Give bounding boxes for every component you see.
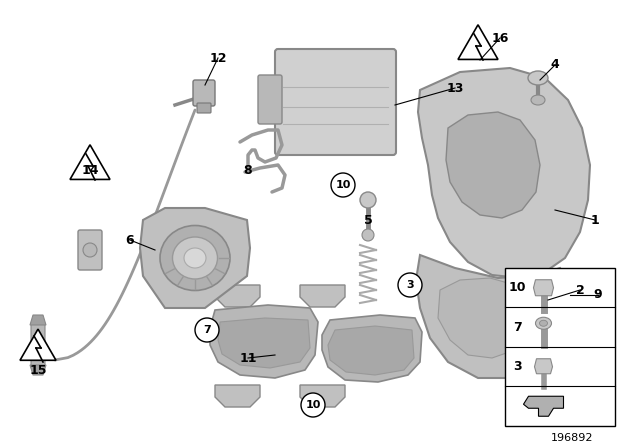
Polygon shape bbox=[300, 285, 345, 307]
Circle shape bbox=[331, 173, 355, 197]
Polygon shape bbox=[20, 329, 56, 360]
Text: 10: 10 bbox=[305, 400, 321, 410]
Polygon shape bbox=[210, 305, 318, 378]
FancyBboxPatch shape bbox=[197, 103, 211, 113]
Ellipse shape bbox=[531, 95, 545, 105]
Circle shape bbox=[360, 192, 376, 208]
Ellipse shape bbox=[160, 225, 230, 290]
Polygon shape bbox=[30, 315, 46, 325]
Polygon shape bbox=[534, 359, 552, 374]
Circle shape bbox=[398, 273, 422, 297]
Text: 11: 11 bbox=[239, 352, 257, 365]
Ellipse shape bbox=[184, 248, 206, 268]
Polygon shape bbox=[215, 285, 260, 307]
Circle shape bbox=[301, 393, 325, 417]
Text: 16: 16 bbox=[492, 31, 509, 44]
Ellipse shape bbox=[552, 270, 607, 320]
FancyBboxPatch shape bbox=[505, 268, 615, 426]
Text: 196892: 196892 bbox=[551, 433, 593, 443]
Ellipse shape bbox=[540, 320, 547, 326]
Text: 5: 5 bbox=[364, 214, 372, 227]
Text: 10: 10 bbox=[335, 180, 351, 190]
Ellipse shape bbox=[83, 243, 97, 257]
Polygon shape bbox=[458, 25, 498, 60]
Text: 9: 9 bbox=[594, 289, 602, 302]
Polygon shape bbox=[218, 318, 310, 368]
Polygon shape bbox=[328, 326, 414, 375]
Ellipse shape bbox=[569, 285, 591, 305]
Polygon shape bbox=[30, 365, 46, 375]
Polygon shape bbox=[438, 278, 528, 358]
Ellipse shape bbox=[528, 71, 548, 85]
FancyBboxPatch shape bbox=[31, 324, 45, 366]
Text: 13: 13 bbox=[446, 82, 464, 95]
Text: 15: 15 bbox=[29, 363, 47, 376]
Ellipse shape bbox=[536, 317, 552, 329]
FancyBboxPatch shape bbox=[275, 49, 396, 155]
Text: 3: 3 bbox=[513, 360, 522, 373]
Circle shape bbox=[362, 229, 374, 241]
Text: 14: 14 bbox=[81, 164, 99, 177]
Text: 6: 6 bbox=[125, 233, 134, 246]
Ellipse shape bbox=[561, 278, 599, 312]
Text: 3: 3 bbox=[406, 280, 414, 290]
Polygon shape bbox=[70, 145, 110, 180]
Text: 12: 12 bbox=[209, 52, 227, 65]
Polygon shape bbox=[534, 280, 554, 296]
Polygon shape bbox=[446, 112, 540, 218]
FancyBboxPatch shape bbox=[193, 80, 215, 106]
Polygon shape bbox=[416, 255, 575, 378]
Text: 1: 1 bbox=[591, 214, 600, 227]
Text: 4: 4 bbox=[550, 59, 559, 72]
Polygon shape bbox=[300, 385, 345, 407]
Text: 7: 7 bbox=[203, 325, 211, 335]
FancyBboxPatch shape bbox=[258, 75, 282, 124]
Text: 8: 8 bbox=[244, 164, 252, 177]
Text: 2: 2 bbox=[575, 284, 584, 297]
Text: 10: 10 bbox=[508, 281, 525, 294]
FancyBboxPatch shape bbox=[78, 230, 102, 270]
Polygon shape bbox=[524, 396, 563, 416]
Polygon shape bbox=[418, 68, 590, 278]
Polygon shape bbox=[322, 315, 422, 382]
Circle shape bbox=[195, 318, 219, 342]
Ellipse shape bbox=[173, 237, 218, 279]
Text: 7: 7 bbox=[513, 321, 522, 334]
Polygon shape bbox=[215, 385, 260, 407]
Polygon shape bbox=[140, 208, 250, 308]
